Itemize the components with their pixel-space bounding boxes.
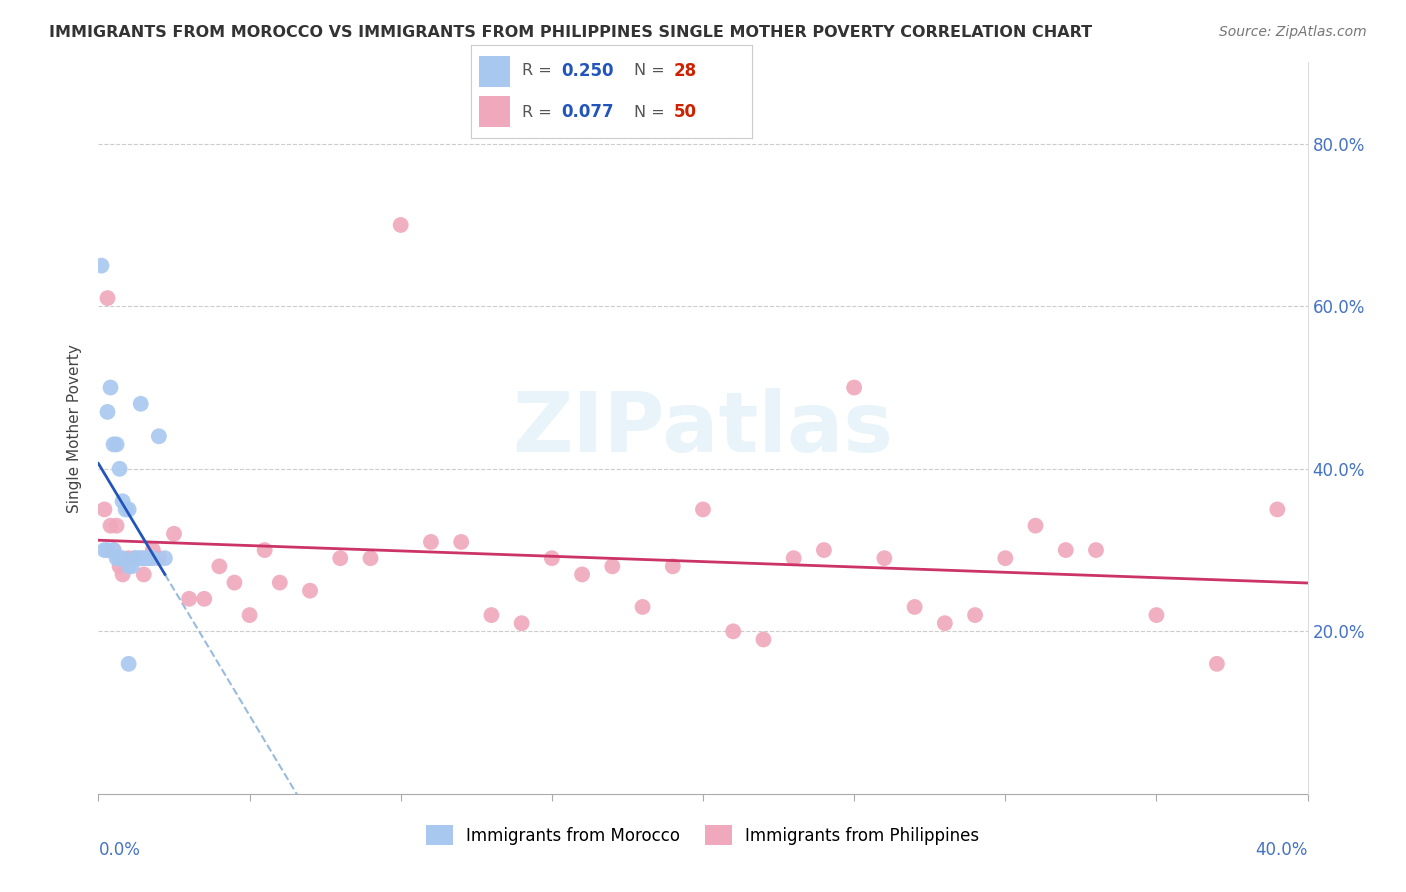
Point [103, 543, 125, 558]
Point [752, 632, 775, 647]
Point [129, 397, 152, 411]
Point [329, 551, 352, 566]
Point [129, 551, 152, 566]
Point [108, 462, 131, 476]
Text: 0.0%: 0.0% [98, 841, 141, 859]
Point [540, 551, 562, 566]
Point [111, 494, 134, 508]
Point [1054, 543, 1077, 558]
Legend: Immigrants from Morocco, Immigrants from Philippines: Immigrants from Morocco, Immigrants from… [420, 819, 986, 851]
Point [813, 543, 835, 558]
Point [103, 543, 125, 558]
Point [904, 599, 927, 614]
Point [118, 559, 141, 574]
Point [844, 380, 866, 394]
Text: 50: 50 [673, 103, 696, 121]
Point [602, 559, 624, 574]
Point [114, 502, 136, 516]
Point [253, 543, 276, 558]
Point [163, 526, 186, 541]
Text: IMMIGRANTS FROM MOROCCO VS IMMIGRANTS FROM PHILIPPINES SINGLE MOTHER POVERTY COR: IMMIGRANTS FROM MOROCCO VS IMMIGRANTS FR… [49, 25, 1092, 40]
Point [139, 551, 162, 566]
Point [481, 608, 503, 623]
Point [873, 551, 896, 566]
Point [360, 551, 382, 566]
Point [148, 551, 170, 566]
Point [1267, 502, 1289, 516]
Point [105, 518, 128, 533]
Point [571, 567, 593, 582]
Point [103, 437, 125, 451]
Point [93, 502, 115, 516]
Point [90, 259, 112, 273]
Point [934, 616, 956, 631]
Point [450, 535, 472, 549]
Point [153, 551, 176, 566]
Point [108, 559, 131, 574]
Point [148, 429, 170, 443]
Point [96, 405, 118, 419]
Point [124, 551, 146, 566]
Text: R =: R = [522, 63, 557, 78]
Point [121, 559, 143, 574]
Point [111, 567, 134, 582]
Point [269, 575, 291, 590]
Text: 28: 28 [673, 62, 696, 79]
Point [723, 624, 745, 639]
Point [631, 599, 654, 614]
Bar [479, 56, 510, 87]
Text: ZIPatlas: ZIPatlas [513, 388, 893, 468]
Text: 0.077: 0.077 [561, 103, 613, 121]
Point [994, 551, 1017, 566]
Point [108, 551, 131, 566]
Point [124, 551, 146, 566]
Text: Source: ZipAtlas.com: Source: ZipAtlas.com [1219, 25, 1367, 39]
Point [100, 518, 122, 533]
Point [179, 591, 201, 606]
Point [510, 616, 533, 631]
Point [142, 551, 165, 566]
Point [127, 551, 149, 566]
Point [132, 567, 155, 582]
Point [239, 608, 262, 623]
Point [661, 559, 683, 574]
Point [118, 657, 141, 671]
Point [783, 551, 806, 566]
Point [93, 543, 115, 558]
Text: N =: N = [634, 63, 671, 78]
Text: 0.250: 0.250 [561, 62, 613, 79]
Point [1085, 543, 1108, 558]
Point [142, 543, 165, 558]
Point [96, 543, 118, 558]
Point [1144, 608, 1167, 623]
Point [224, 575, 246, 590]
Point [105, 437, 128, 451]
Text: N =: N = [634, 104, 671, 120]
Point [105, 551, 128, 566]
Point [193, 591, 215, 606]
Point [389, 218, 412, 232]
Point [111, 551, 134, 566]
Text: R =: R = [522, 104, 557, 120]
Point [1024, 518, 1046, 533]
Point [118, 502, 141, 516]
Point [118, 551, 141, 566]
Point [965, 608, 987, 623]
Y-axis label: Single Mother Poverty: Single Mother Poverty [67, 343, 83, 513]
Point [1206, 657, 1229, 671]
Bar [479, 96, 510, 127]
Point [100, 380, 122, 394]
Point [299, 583, 322, 598]
Text: 40.0%: 40.0% [1256, 841, 1308, 859]
Point [208, 559, 231, 574]
Point [96, 291, 118, 305]
Point [692, 502, 714, 516]
Point [135, 551, 157, 566]
Point [420, 535, 443, 549]
Point [132, 551, 155, 566]
